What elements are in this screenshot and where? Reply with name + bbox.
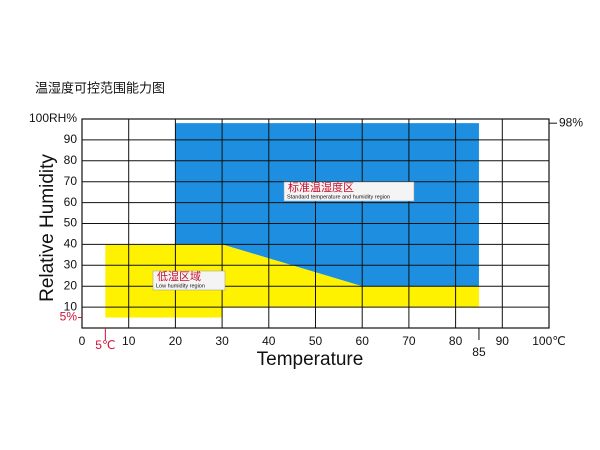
y-marker-label: 5% <box>60 310 78 324</box>
region <box>175 123 479 287</box>
y-tick-label: 30 <box>64 257 78 271</box>
x-tick-label: 40 <box>262 334 276 348</box>
x-tick-label: 60 <box>356 334 370 348</box>
x-tick-label: 70 <box>402 334 416 348</box>
x-tick-label: 100℃ <box>532 334 566 348</box>
region <box>105 244 479 318</box>
y-tick-label: 10 <box>64 299 78 313</box>
region-label-box <box>152 270 226 291</box>
x-marker-label: 85 <box>472 345 486 359</box>
y-tick-label: 60 <box>64 195 78 209</box>
x-tick-label: 80 <box>449 334 463 348</box>
y-tick-label: 50 <box>64 216 78 230</box>
y-tick-label: 40 <box>64 237 78 251</box>
x-marker-label: 5℃ <box>95 338 115 352</box>
x-axis-label: Temperature <box>257 349 364 370</box>
region-label: 低湿区域 <box>157 270 201 283</box>
x-tick-label: 0 <box>79 334 86 348</box>
y-marker-label: 98% <box>559 115 583 129</box>
chart-title: 温湿度可控范围能力图 <box>35 80 165 95</box>
region-sublabel: Low humidity region <box>156 283 205 289</box>
region-label-box <box>283 181 415 202</box>
y-tick-label: 20 <box>64 278 78 292</box>
region-sublabel: Standard temperature and humidity region <box>287 194 390 200</box>
y-tick-label: 100RH% <box>29 111 77 125</box>
y-tick-label: 90 <box>64 132 78 146</box>
y-tick-label: 80 <box>64 153 78 167</box>
x-tick-label: 10 <box>122 334 136 348</box>
y-tick-label: 70 <box>64 174 78 188</box>
x-tick-label: 30 <box>215 334 229 348</box>
x-tick-label: 50 <box>309 334 323 348</box>
region-label: 标准温湿度区 <box>288 180 354 194</box>
x-tick-label: 20 <box>169 334 183 348</box>
plot-border <box>81 118 550 329</box>
x-tick-label: 90 <box>496 334 510 348</box>
y-axis-label: Relative Humidity <box>37 154 58 302</box>
